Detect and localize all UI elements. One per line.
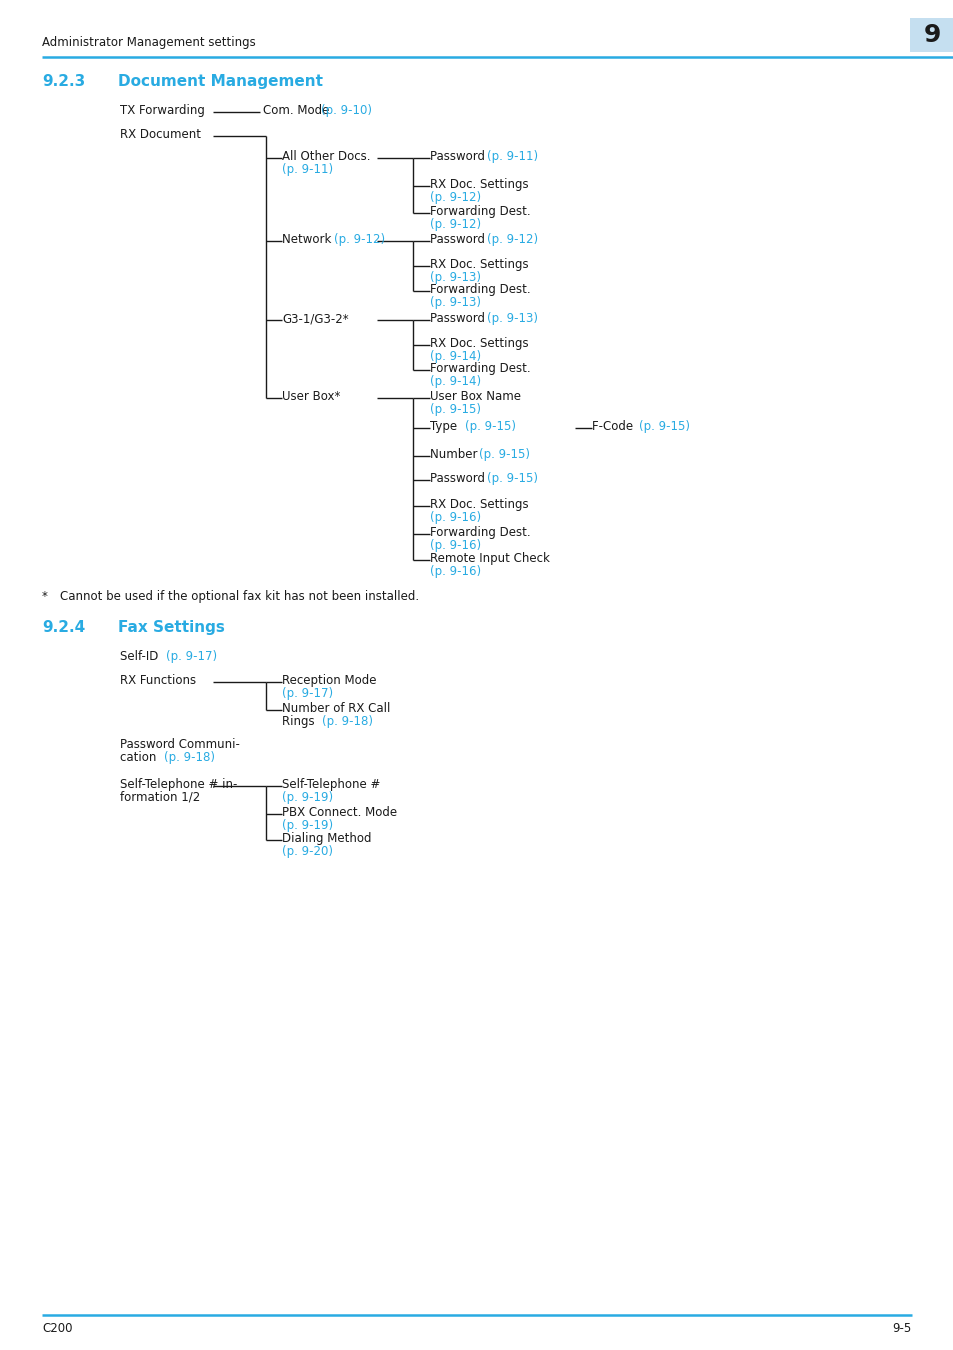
- Text: formation 1/2: formation 1/2: [120, 791, 200, 805]
- Text: (p. 9-13): (p. 9-13): [430, 271, 480, 284]
- Text: Forwarding Dest.: Forwarding Dest.: [430, 205, 530, 217]
- Text: RX Functions: RX Functions: [120, 674, 196, 687]
- Text: Self-ID: Self-ID: [120, 649, 162, 663]
- Text: (p. 9-15): (p. 9-15): [464, 420, 516, 433]
- Text: Self-Telephone #: Self-Telephone #: [282, 778, 380, 791]
- Text: (p. 9-15): (p. 9-15): [639, 420, 689, 433]
- Text: Reception Mode: Reception Mode: [282, 674, 376, 687]
- Text: (p. 9-10): (p. 9-10): [320, 104, 372, 117]
- Text: Forwarding Dest.: Forwarding Dest.: [430, 526, 530, 539]
- Text: G3-1/G3-2*: G3-1/G3-2*: [282, 312, 348, 325]
- Text: Cannot be used if the optional fax kit has not been installed.: Cannot be used if the optional fax kit h…: [60, 590, 418, 603]
- Text: All Other Docs.: All Other Docs.: [282, 150, 370, 163]
- Text: RX Doc. Settings: RX Doc. Settings: [430, 258, 528, 271]
- Text: Remote Input Check: Remote Input Check: [430, 552, 549, 566]
- Text: (p. 9-13): (p. 9-13): [430, 296, 480, 309]
- Text: Password: Password: [430, 472, 488, 485]
- Text: (p. 9-17): (p. 9-17): [166, 649, 217, 663]
- Text: 9: 9: [923, 23, 940, 47]
- Text: RX Document: RX Document: [120, 128, 201, 140]
- Text: Dialing Method: Dialing Method: [282, 832, 371, 845]
- Text: Password: Password: [430, 234, 488, 246]
- Text: (p. 9-15): (p. 9-15): [430, 404, 480, 416]
- Text: Rings: Rings: [282, 716, 318, 728]
- Text: User Box*: User Box*: [282, 390, 340, 404]
- Text: Administrator Management settings: Administrator Management settings: [42, 36, 255, 49]
- Text: (p. 9-12): (p. 9-12): [430, 190, 480, 204]
- Text: (p. 9-14): (p. 9-14): [430, 350, 480, 363]
- Text: User Box Name: User Box Name: [430, 390, 520, 404]
- Text: Number of RX Call: Number of RX Call: [282, 702, 390, 716]
- Text: RX Doc. Settings: RX Doc. Settings: [430, 498, 528, 512]
- Text: TX Forwarding: TX Forwarding: [120, 104, 205, 117]
- Text: (p. 9-12): (p. 9-12): [334, 234, 385, 246]
- Text: Number: Number: [430, 448, 480, 460]
- Text: (p. 9-20): (p. 9-20): [282, 845, 333, 859]
- Text: cation: cation: [120, 751, 160, 764]
- Text: RX Doc. Settings: RX Doc. Settings: [430, 338, 528, 350]
- Text: 9.2.3: 9.2.3: [42, 74, 85, 89]
- Text: (p. 9-19): (p. 9-19): [282, 791, 333, 805]
- Text: (p. 9-13): (p. 9-13): [486, 312, 537, 325]
- Text: (p. 9-16): (p. 9-16): [430, 539, 480, 552]
- Text: PBX Connect. Mode: PBX Connect. Mode: [282, 806, 396, 819]
- Text: Forwarding Dest.: Forwarding Dest.: [430, 284, 530, 296]
- Text: Com. Mode: Com. Mode: [263, 104, 333, 117]
- Text: 9-5: 9-5: [892, 1322, 911, 1335]
- Text: Forwarding Dest.: Forwarding Dest.: [430, 362, 530, 375]
- Text: (p. 9-18): (p. 9-18): [164, 751, 214, 764]
- Text: C200: C200: [42, 1322, 72, 1335]
- Text: (p. 9-16): (p. 9-16): [430, 512, 480, 524]
- Text: Password Communi-: Password Communi-: [120, 738, 239, 751]
- Text: Self-Telephone # in-: Self-Telephone # in-: [120, 778, 237, 791]
- Text: (p. 9-12): (p. 9-12): [430, 217, 480, 231]
- Text: 9.2.4: 9.2.4: [42, 620, 85, 634]
- Text: (p. 9-11): (p. 9-11): [486, 150, 537, 163]
- Text: *: *: [42, 590, 48, 603]
- Text: (p. 9-16): (p. 9-16): [430, 566, 480, 578]
- Text: (p. 9-15): (p. 9-15): [486, 472, 537, 485]
- Text: Password: Password: [430, 312, 488, 325]
- Text: (p. 9-11): (p. 9-11): [282, 163, 333, 176]
- Text: (p. 9-12): (p. 9-12): [486, 234, 537, 246]
- Bar: [909, 18, 953, 53]
- Text: (p. 9-17): (p. 9-17): [282, 687, 333, 701]
- Text: Password: Password: [430, 150, 488, 163]
- Text: (p. 9-15): (p. 9-15): [478, 448, 530, 460]
- Text: Type: Type: [430, 420, 460, 433]
- Text: (p. 9-18): (p. 9-18): [322, 716, 373, 728]
- Text: Network: Network: [282, 234, 335, 246]
- Text: RX Doc. Settings: RX Doc. Settings: [430, 178, 528, 190]
- Text: F-Code: F-Code: [592, 420, 637, 433]
- Text: Fax Settings: Fax Settings: [118, 620, 225, 634]
- Text: (p. 9-14): (p. 9-14): [430, 375, 480, 387]
- Text: Document Management: Document Management: [118, 74, 323, 89]
- Text: (p. 9-19): (p. 9-19): [282, 819, 333, 832]
